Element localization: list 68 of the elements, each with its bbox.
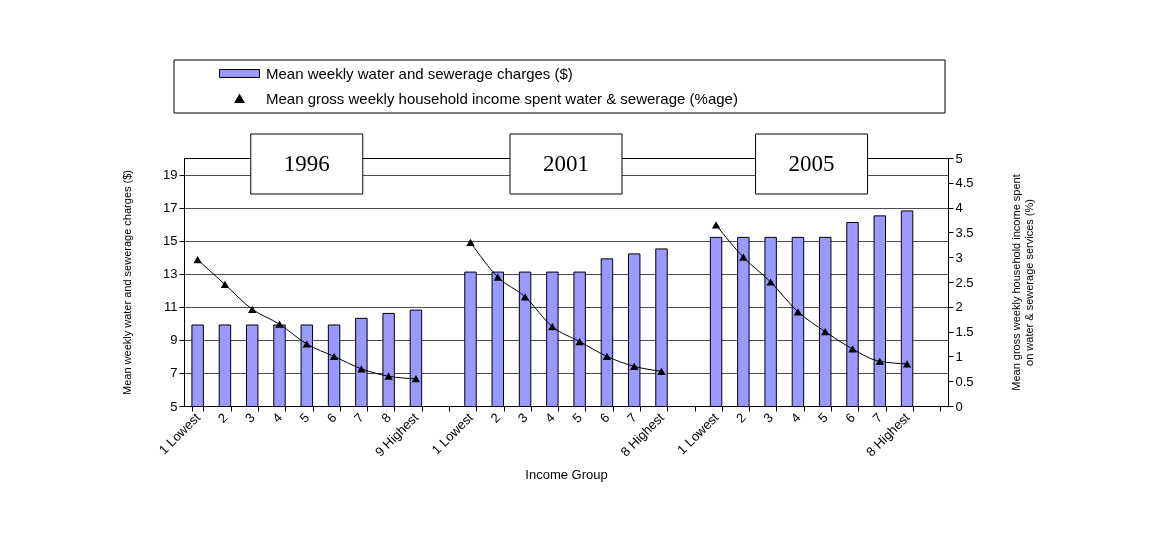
x-tick-label: 3 [760, 409, 777, 426]
point [630, 362, 639, 370]
y2-tick-label: 5 [955, 150, 963, 166]
y2-tick-label: 3.5 [955, 224, 974, 240]
x-tick-label: 6 [596, 409, 613, 426]
x-tick-label: 5 [569, 409, 586, 426]
x-tick-label: 2 [733, 409, 749, 426]
point [739, 253, 748, 261]
y2-tick-label: 1.5 [955, 324, 974, 340]
point [411, 375, 421, 383]
legend-label: Mean weekly water and sewerage charges ($) [266, 64, 573, 82]
y-tick-label: 13 [163, 266, 178, 282]
x-tick-label: 7 [351, 409, 367, 426]
annotation: 2001 [543, 151, 589, 176]
y2-axis-title: Mean gross weekly household income spent on water & sewerage services (%) [1009, 174, 1035, 391]
point [466, 238, 475, 246]
y2-tick-label: 4 [955, 200, 963, 216]
point [875, 357, 884, 365]
x-tick-label: 4 [542, 409, 558, 426]
point [520, 293, 530, 301]
point [848, 345, 857, 353]
y-tick-label: 9 [170, 332, 178, 348]
point [248, 305, 257, 313]
y2-tick-label: 3 [955, 249, 963, 265]
point [275, 320, 284, 328]
y2-tick-label: 0.5 [955, 373, 974, 389]
point [793, 308, 803, 316]
x-tick-label: 2 [487, 409, 504, 426]
y-tick-label: 15 [163, 233, 178, 249]
y-tick-label: 7 [170, 365, 178, 381]
y-axis-title: Mean weekly water and sewerage charges ($) [121, 169, 134, 396]
point [575, 337, 584, 346]
point [766, 278, 775, 286]
y-tick-label: 5 [170, 398, 178, 414]
x-axis-title: Income Group [525, 467, 608, 483]
point [902, 360, 912, 368]
x-tick-label: 5 [296, 409, 313, 426]
legend-label: Mean gross weekly household income spent water & sewerage (%age) [266, 89, 738, 107]
y-tick-label: 11 [164, 299, 178, 315]
y2-tick-label: 1 [955, 348, 963, 364]
y2-tick-label: 2 [955, 299, 963, 315]
point [821, 327, 830, 336]
point [711, 221, 721, 229]
point [548, 323, 557, 331]
x-tick-label: 2 [214, 409, 231, 426]
x-tick-label: 4 [787, 409, 804, 426]
point [220, 280, 230, 289]
point [657, 367, 666, 375]
y-tick-label: 19 [163, 167, 178, 183]
annotation: 2005 [788, 151, 835, 176]
y-tick-label: 17 [163, 200, 178, 216]
x-tick-label: 3 [514, 409, 531, 426]
y2-tick-label: 4.5 [955, 175, 974, 191]
x-tick-label: 6 [323, 409, 340, 426]
annotation: 1996 [283, 151, 330, 176]
point [602, 352, 612, 361]
point [384, 372, 393, 380]
x-tick-label: 4 [269, 409, 285, 426]
y2-tick-label: 2.5 [955, 274, 974, 290]
point [493, 273, 502, 281]
point [302, 340, 311, 348]
y2-tick-label: 0 [955, 398, 963, 414]
point [329, 352, 339, 361]
x-tick-label: 5 [814, 409, 831, 426]
point [193, 256, 202, 264]
x-tick-label: 3 [241, 409, 258, 426]
point [357, 365, 366, 373]
x-tick-label: 6 [842, 409, 858, 426]
